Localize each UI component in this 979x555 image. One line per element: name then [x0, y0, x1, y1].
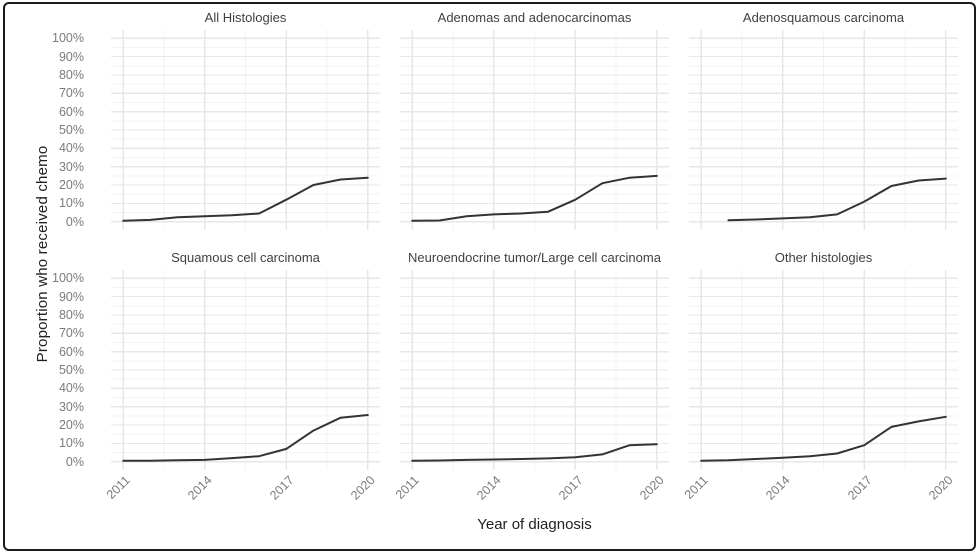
x-tick-label: 2020: [926, 473, 956, 503]
y-tick-label: 10%: [58, 436, 84, 451]
chart-canvas: [400, 30, 669, 230]
x-axis-ticks-col2: 2011 2014 2017 2020: [393, 470, 669, 514]
y-tick-label: 20%: [58, 178, 84, 192]
x-axis-ticks-col1: 2011 2014 2017 2020: [104, 470, 380, 514]
series-line: [727, 177, 947, 222]
y-tick-label: 40%: [58, 141, 84, 156]
y-tick-label: 60%: [58, 104, 84, 119]
x-tick-label: 2017: [844, 473, 875, 503]
y-tick-label: 50%: [58, 363, 84, 377]
series-line: [411, 443, 658, 462]
panel-title-adenosquamous-carcinoma: Adenosquamous carcinoma: [742, 10, 905, 25]
x-tick-label: 2011: [104, 473, 134, 502]
y-tick-label: 60%: [58, 344, 84, 359]
y-tick-label: 100%: [52, 31, 84, 46]
y-tick-label: 20%: [58, 418, 84, 432]
chart-squamous-cell-carcinoma: [111, 270, 380, 470]
x-tick-label: 2020: [348, 473, 378, 503]
chart-adenosquamous-carcinoma: [689, 30, 958, 230]
y-tick-label: 80%: [58, 68, 84, 82]
x-axis-ticks-col3: 2011 2014 2017 2020: [682, 470, 958, 514]
panel-title-neuroendocrine-large-cell: Neuroendocrine tumor/Large cell carcinom…: [408, 250, 661, 265]
x-tick-label: 2020: [637, 473, 667, 503]
panel-title-all-histologies: All Histologies: [204, 10, 287, 25]
y-tick-label: 30%: [58, 159, 84, 174]
series-line: [700, 415, 947, 462]
y-tick-label: 10%: [58, 196, 84, 211]
series-line: [411, 174, 658, 222]
series-line: [122, 414, 369, 462]
axis-gutter: [0, 244, 91, 270]
y-axis-ticks-bottom: 0% 10% 20% 30% 40% 50% 60% 70% 80% 90% 100%: [0, 270, 91, 470]
axis-gutter: [0, 514, 91, 540]
y-tick-label: 0%: [65, 454, 84, 469]
x-tick-label: 2014: [185, 473, 215, 503]
x-tick-label: 2017: [555, 473, 586, 503]
x-axis-title: Year of diagnosis: [477, 516, 592, 533]
row-spacer: [0, 230, 958, 244]
chart-canvas: [111, 270, 380, 470]
y-tick-label: 90%: [58, 49, 84, 64]
chart-canvas: [400, 270, 669, 470]
chart-canvas: [111, 30, 380, 230]
x-tick-label: 2014: [763, 473, 793, 503]
chart-canvas: [689, 30, 958, 230]
panel-title-adenomas-adenocarcinomas: Adenomas and adenocarcinomas: [437, 10, 632, 25]
y-tick-label: 100%: [52, 271, 84, 286]
x-tick-label: 2011: [393, 473, 423, 502]
axis-gutter: [0, 470, 91, 514]
x-tick-label: 2014: [474, 473, 504, 503]
chart-canvas: [689, 270, 958, 470]
y-tick-label: 50%: [58, 123, 84, 137]
chart-all-histologies: [111, 30, 380, 230]
y-tick-label: 70%: [58, 326, 84, 341]
y-tick-label: 80%: [58, 308, 84, 322]
chart-adenomas-adenocarcinomas: [400, 30, 669, 230]
x-tick-label: 2017: [266, 473, 297, 503]
x-tick-label: 2011: [682, 473, 712, 502]
y-tick-label: 70%: [58, 86, 84, 101]
y-tick-label: 90%: [58, 289, 84, 304]
y-axis-ticks-top: 0% 10% 20% 30% 40% 50% 60% 70% 80% 90% 100%: [0, 30, 91, 230]
chart-neuroendocrine-large-cell: [400, 270, 669, 470]
y-tick-label: 30%: [58, 399, 84, 414]
panel-title-squamous-cell-carcinoma: Squamous cell carcinoma: [171, 250, 320, 265]
axis-gutter: [0, 0, 91, 30]
y-tick-label: 40%: [58, 381, 84, 396]
y-tick-label: 0%: [65, 214, 84, 229]
panel-title-other-histologies: Other histologies: [774, 250, 873, 265]
series-line: [122, 176, 369, 222]
chart-other-histologies: [689, 270, 958, 470]
